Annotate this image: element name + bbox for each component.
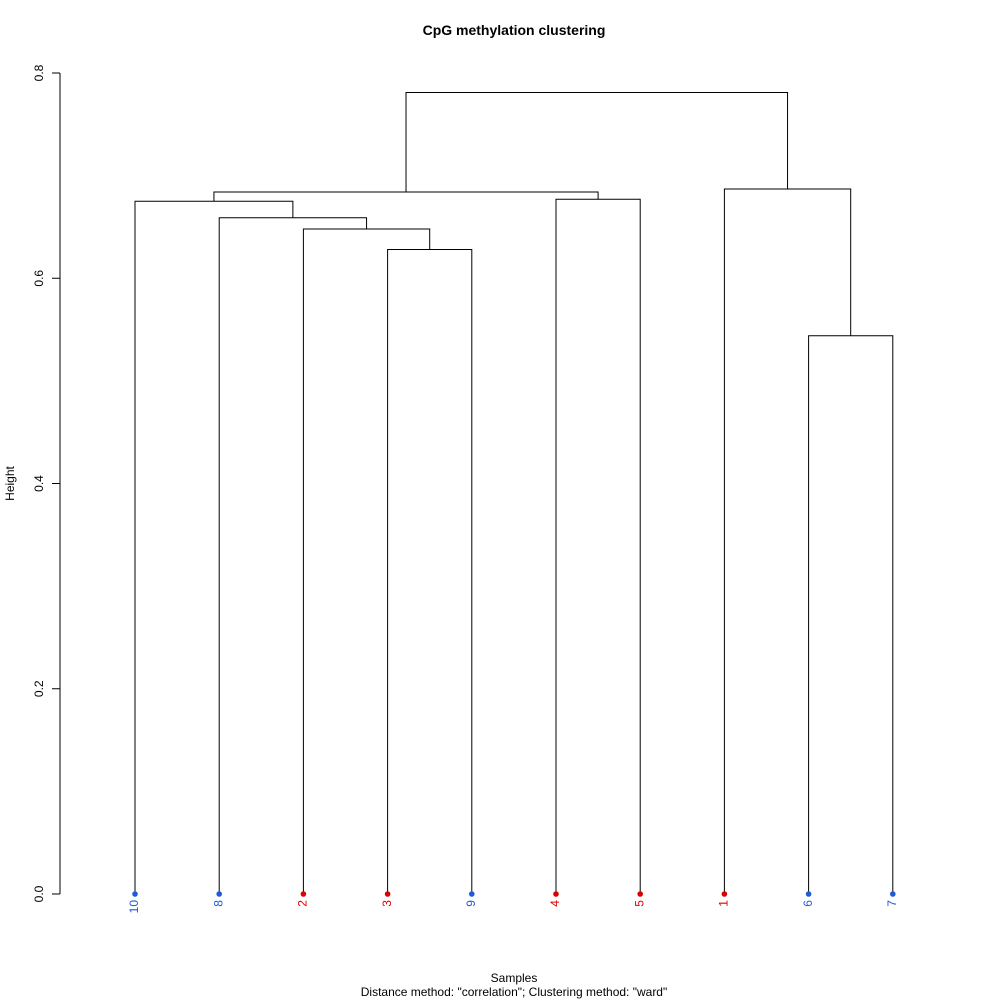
leaf-label-2: 2	[296, 900, 310, 907]
leaf-label-4: 4	[548, 900, 562, 907]
leaf-point-5	[637, 891, 643, 897]
leaf-point-9	[469, 891, 475, 897]
dendrogram-link-m2	[302, 228, 431, 894]
leaf-label-5: 5	[632, 900, 646, 907]
y-tick-label: 0.0	[32, 885, 46, 902]
leaf-point-3	[384, 891, 391, 897]
leaf-label-8: 8	[211, 900, 225, 907]
y-tick-label: 0.6	[32, 270, 46, 287]
y-tick-label: 0.8	[32, 64, 46, 81]
leaf-points	[132, 891, 896, 897]
leaf-label-3: 3	[380, 900, 394, 907]
leaf-point-1	[721, 891, 728, 897]
leaf-labels: 10 8 2 3 9 4 5 1 6 7	[127, 900, 899, 914]
dendrogram-link-m9	[405, 91, 789, 193]
x-axis-label: Samples	[491, 971, 538, 985]
y-axis: 0.0 0.2 0.4 0.6 0.8	[32, 64, 61, 902]
dendrogram-link-m6	[213, 191, 599, 202]
y-tick-label: 0.2	[32, 680, 46, 697]
leaf-label-7: 7	[885, 900, 899, 907]
leaf-label-6: 6	[801, 900, 815, 907]
y-axis-label: Height	[3, 465, 17, 500]
leaf-label-9: 9	[464, 900, 478, 907]
dendrogram-link-m4	[134, 200, 294, 894]
chart-subtitle: Distance method: "correlation"; Clusteri…	[361, 985, 668, 999]
dendrogram-link-m3	[218, 217, 368, 894]
dendrogram-links	[134, 91, 894, 894]
chart-title: CpG methylation clustering	[423, 22, 606, 38]
leaf-point-7	[890, 891, 896, 897]
leaf-point-4	[553, 891, 559, 897]
leaf-label-10: 10	[127, 900, 141, 914]
leaf-point-2	[300, 891, 307, 897]
dendrogram-link-m8	[723, 188, 852, 894]
leaf-point-6	[805, 891, 812, 897]
y-tick-label: 0.4	[32, 475, 46, 492]
leaf-label-1: 1	[717, 900, 731, 907]
leaf-point-10	[132, 891, 138, 897]
dendrogram-link-m1	[387, 249, 473, 894]
dendrogram-link-m5	[555, 198, 641, 894]
leaf-point-8	[216, 891, 222, 897]
dendrogram-link-m7	[808, 335, 894, 894]
y-ticks: 0.0 0.2 0.4 0.6 0.8	[32, 64, 60, 902]
